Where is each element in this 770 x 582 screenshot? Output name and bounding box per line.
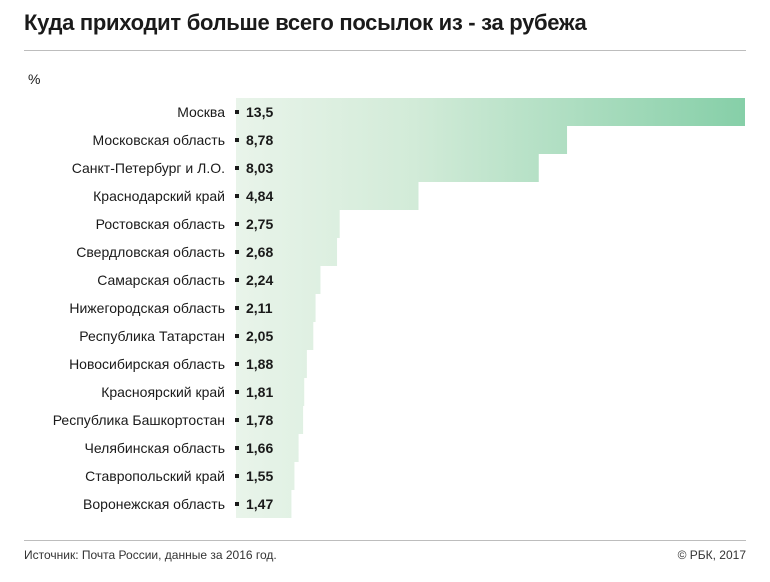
bar-tick-mark [235, 362, 239, 366]
category-label: Республика Татарстан [79, 328, 225, 344]
value-label: 8,78 [246, 132, 273, 148]
value-label: 2,68 [246, 244, 273, 260]
value-label: 4,84 [246, 188, 273, 204]
category-label: Ростовская область [96, 216, 225, 232]
bar-tick-mark [235, 502, 239, 506]
bar [236, 322, 314, 350]
value-label: 8,03 [246, 160, 273, 176]
value-label: 2,05 [246, 328, 273, 344]
value-label: 1,88 [246, 356, 273, 372]
bar-tick-mark [235, 222, 239, 226]
value-label: 1,55 [246, 468, 273, 484]
value-label: 1,81 [246, 384, 273, 400]
bar-tick-mark [235, 418, 239, 422]
unit-label: % [28, 71, 41, 87]
category-label: Красноярский край [101, 384, 225, 400]
bar [236, 98, 745, 126]
category-label: Санкт-Петербург и Л.О. [72, 160, 225, 176]
value-label: 2,24 [246, 272, 273, 288]
category-label: Москва [177, 104, 225, 120]
bar [236, 154, 539, 182]
category-label: Московская область [93, 132, 225, 148]
bar [236, 294, 316, 322]
bar-tick-mark [235, 474, 239, 478]
category-label: Свердловская область [76, 244, 225, 260]
bar-tick-mark [235, 446, 239, 450]
bar-tick-mark [235, 390, 239, 394]
bar [236, 490, 292, 518]
bar [236, 350, 307, 378]
bar [236, 434, 299, 462]
category-label: Воронежская область [83, 496, 225, 512]
category-label: Краснодарский край [93, 188, 225, 204]
top-divider [24, 50, 746, 51]
bar-tick-mark [235, 166, 239, 170]
value-label: 2,75 [246, 216, 273, 232]
bar-tick-mark [235, 138, 239, 142]
source-note: Источник: Почта России, данные за 2016 г… [24, 548, 277, 562]
value-label: 1,78 [246, 412, 273, 428]
bar-chart: Москва 13,5 Московская область 8,78 Санкт-Пе… [53, 98, 745, 518]
bar [236, 238, 338, 266]
category-label: Челябинская область [85, 440, 226, 456]
category-label: Республика Башкортостан [53, 412, 225, 428]
bar-tick-mark [235, 306, 239, 310]
bottom-divider [24, 540, 746, 541]
bar-tick-mark [235, 278, 239, 282]
value-label: 1,47 [246, 496, 273, 512]
bar [236, 126, 568, 154]
bar [236, 210, 340, 238]
bar [236, 266, 321, 294]
bar-tick-mark [235, 110, 239, 114]
bar [236, 182, 419, 210]
category-label: Нижегородская область [69, 300, 225, 316]
chart-title: Куда приходит больше всего посылок из - … [24, 10, 587, 35]
value-label: 1,66 [246, 440, 273, 456]
value-label: 2,11 [246, 300, 273, 316]
bar-tick-mark [235, 194, 239, 198]
category-label: Самарская область [97, 272, 225, 288]
bar-tick-mark [235, 334, 239, 338]
copyright-note: © РБК, 2017 [677, 548, 746, 562]
bar-tick-mark [235, 250, 239, 254]
bar [236, 378, 305, 406]
bar [236, 462, 295, 490]
value-label: 13,5 [246, 104, 273, 120]
bar [236, 406, 304, 434]
category-label: Ставропольский край [85, 468, 225, 484]
bars-group: Москва 13,5 Московская область 8,78 Санкт-Пе… [53, 98, 745, 518]
category-label: Новосибирская область [69, 356, 225, 372]
